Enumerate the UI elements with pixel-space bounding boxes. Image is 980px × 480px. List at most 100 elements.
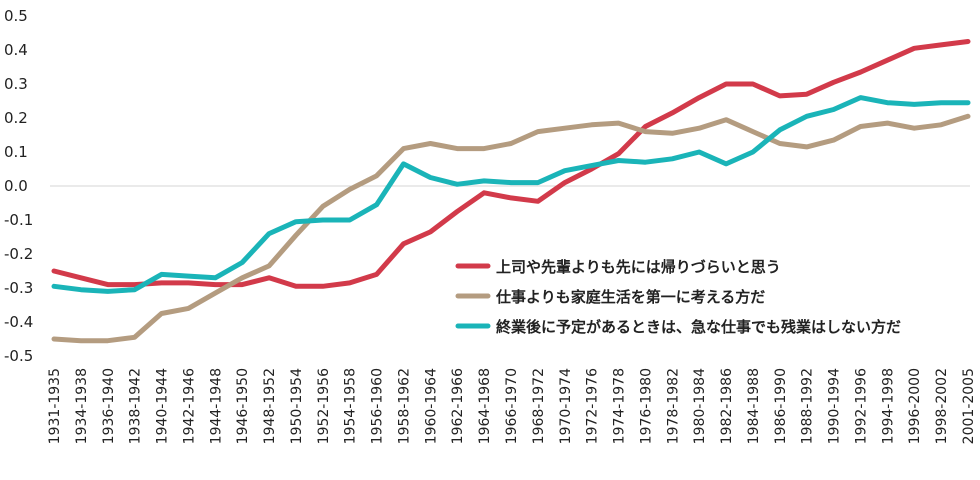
y-tick-label: 0.5 — [4, 7, 28, 25]
data-point — [241, 283, 243, 286]
data-point — [537, 130, 539, 133]
y-tick-label: -0.5 — [4, 347, 33, 365]
data-point — [805, 93, 808, 95]
data-point — [133, 283, 136, 286]
x-tick-label: 1936-1940 — [101, 368, 117, 444]
x-tick-label: 1954-1958 — [343, 368, 359, 444]
data-point — [53, 338, 55, 340]
x-tick-label: 1938-1942 — [128, 368, 144, 444]
data-point — [644, 161, 647, 163]
data-point — [752, 83, 754, 85]
data-point — [537, 181, 539, 184]
data-point — [348, 282, 351, 284]
data-point — [725, 83, 727, 85]
data-point — [805, 146, 808, 148]
x-tick-label: 1986-1990 — [773, 368, 789, 444]
data-point — [402, 163, 405, 165]
data-point — [644, 125, 647, 128]
y-tick-label: 0.2 — [4, 109, 28, 127]
data-point — [133, 288, 136, 291]
x-tick-label: 1998-2002 — [934, 368, 950, 444]
data-point — [241, 261, 243, 264]
data-point — [483, 180, 485, 182]
data-point — [322, 205, 324, 208]
data-point — [617, 152, 620, 155]
x-tick-label: 1948-1952 — [262, 368, 278, 444]
data-point — [590, 164, 593, 167]
y-tick-label: -0.4 — [4, 313, 33, 331]
data-point — [187, 275, 190, 277]
data-point — [564, 169, 566, 172]
data-point — [859, 96, 862, 99]
data-point — [644, 130, 647, 133]
data-point — [160, 273, 163, 276]
x-tick-label: 1984-1988 — [746, 368, 762, 444]
x-tick-label: 1988-1992 — [800, 368, 816, 444]
data-point — [913, 47, 915, 50]
data-point — [456, 210, 459, 213]
data-point — [80, 277, 82, 279]
data-point — [886, 101, 889, 104]
data-point — [268, 232, 270, 235]
data-point — [348, 188, 351, 191]
series-1 — [51, 39, 971, 289]
legend: 上司や先輩よりも先には帰りづらいと思う仕事よりも家庭生活を第一に考える方だ終業後… — [455, 258, 901, 336]
x-tick-label: 1942-1946 — [181, 368, 197, 444]
data-point — [779, 142, 781, 145]
data-point — [53, 285, 55, 288]
x-tick-label: 1982-1986 — [719, 368, 735, 444]
data-point — [80, 288, 82, 291]
data-point — [832, 81, 835, 84]
series-layer — [51, 39, 971, 344]
x-tick-label: 1940-1944 — [155, 368, 171, 444]
data-point — [429, 176, 432, 179]
data-point — [967, 40, 969, 43]
data-point — [295, 234, 297, 237]
x-tick-label: 1980-1984 — [692, 368, 708, 444]
data-point — [295, 285, 297, 288]
data-point — [107, 290, 109, 293]
data-point — [187, 282, 190, 284]
data-point — [698, 127, 700, 129]
x-tick-label: 1934-1938 — [74, 368, 90, 444]
data-point — [429, 142, 432, 145]
data-point — [160, 282, 163, 284]
data-point — [483, 192, 485, 194]
data-point — [402, 243, 405, 245]
data-point — [483, 147, 485, 150]
data-point — [268, 265, 270, 267]
data-point — [214, 292, 217, 294]
data-point — [886, 122, 889, 124]
data-point — [375, 273, 378, 276]
data-point — [456, 147, 459, 150]
data-point — [375, 175, 378, 177]
data-point — [725, 163, 727, 165]
y-tick-label: 0.0 — [4, 177, 28, 195]
x-tick-label: 1968-1972 — [531, 368, 547, 444]
data-point — [160, 312, 163, 315]
data-point — [671, 158, 674, 160]
data-point — [322, 219, 324, 221]
data-point — [779, 129, 781, 131]
data-point — [913, 103, 915, 106]
x-tick-label: 1974-1978 — [612, 368, 628, 444]
series-line-1 — [51, 39, 971, 289]
data-point — [510, 142, 512, 145]
data-point — [133, 336, 136, 339]
data-point — [617, 159, 620, 162]
legend-label-1: 上司や先輩よりも先には帰りづらいと思う — [496, 258, 781, 276]
y-tick-label: 0.1 — [4, 143, 28, 161]
x-tick-label: 1994-1998 — [880, 368, 896, 444]
data-point — [779, 95, 781, 97]
x-tick-label: 1990-1994 — [827, 368, 843, 444]
data-point — [832, 108, 835, 111]
x-tick-label: 1958-1962 — [396, 368, 412, 444]
data-point — [859, 125, 862, 128]
data-point — [967, 115, 969, 118]
data-point — [322, 285, 324, 288]
data-point — [348, 219, 351, 221]
series-2 — [51, 113, 971, 344]
data-point — [268, 277, 270, 279]
x-tick-label: 1978-1982 — [665, 368, 681, 444]
data-point — [967, 101, 969, 104]
